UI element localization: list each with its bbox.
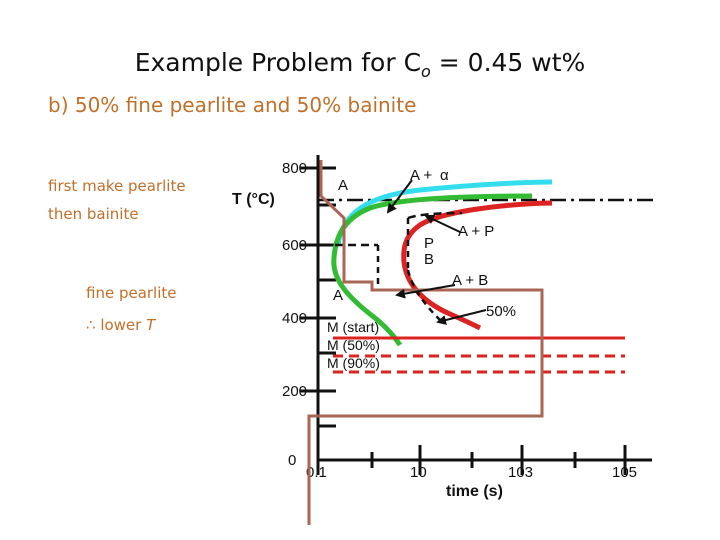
label-m-start: M (start) xyxy=(327,319,379,335)
y-tick-label: 400 xyxy=(282,310,307,327)
slide-subtitle: b) 50% fine pearlite and 50% bainite xyxy=(48,93,417,117)
x-tick-label: 10 xyxy=(410,464,427,481)
x-tick-label: 0.1 xyxy=(306,464,327,481)
note-lower-t: ∴ lower T xyxy=(86,316,155,334)
x-axis-label: time (s) xyxy=(446,483,503,500)
note-t-italic: T xyxy=(146,316,156,334)
title-main: Example Problem for C xyxy=(134,48,422,77)
label-austenite-low: A xyxy=(333,287,343,304)
x-tick-label: 105 xyxy=(612,464,637,481)
label-alpha: α xyxy=(440,167,449,184)
slide-title: Example Problem for Co = 0.45 wt% xyxy=(0,48,720,81)
x-tick-label: 103 xyxy=(508,464,533,481)
green-curve xyxy=(331,193,533,347)
cooling-path xyxy=(307,160,544,525)
y-tick-label: 200 xyxy=(282,383,307,400)
arrow-a-alpha xyxy=(386,179,413,214)
title-rest: = 0.45 wt% xyxy=(430,48,586,77)
label-austenite: A xyxy=(338,177,348,194)
note-then-bainite: then bainite xyxy=(48,205,139,223)
arrow-fifty xyxy=(436,309,487,325)
x-ticks xyxy=(316,445,627,475)
fifty-dash-e xyxy=(406,269,441,321)
note-first-pearlite: first make pearlite xyxy=(48,177,186,195)
note-fine-pearlite: fine pearlite xyxy=(86,284,177,302)
y-tick-label: 800 xyxy=(282,160,307,177)
therefore-symbol: ∴ xyxy=(86,316,96,334)
label-fifty: 50% xyxy=(486,303,516,320)
arrow-a-p xyxy=(424,214,461,233)
label-b: B xyxy=(424,251,434,268)
label-m-50: M (50%) xyxy=(327,337,380,353)
y-axis-label: T (°C) xyxy=(232,191,275,208)
label-p: P xyxy=(424,235,434,252)
fifty-dash-c xyxy=(407,211,463,220)
y-tick-label: 0 xyxy=(288,452,296,469)
label-m-90: M (90%) xyxy=(327,355,380,371)
red-curve xyxy=(401,200,553,331)
y-tick-label: 600 xyxy=(282,237,307,254)
label-a-plus-b: A + B xyxy=(452,272,488,289)
label-a-plus-p: A + P xyxy=(458,223,494,240)
note-lower-text: lower xyxy=(95,316,147,334)
label-a-plus: A + xyxy=(410,167,432,184)
arrow-a-b xyxy=(395,284,456,299)
title-subscript: o xyxy=(421,62,431,81)
